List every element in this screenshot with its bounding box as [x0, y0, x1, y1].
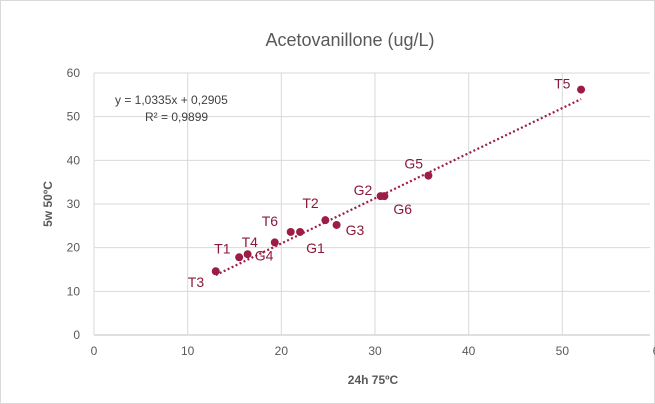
point-label: G5 [404, 156, 423, 172]
point-label: G2 [354, 182, 373, 198]
point-label: T2 [302, 195, 319, 211]
data-point [424, 171, 433, 180]
y-tick-label: 0 [73, 328, 80, 342]
y-tick-label: 50 [67, 110, 81, 124]
point-label: G4 [255, 247, 274, 263]
x-axis-label: 24h 75ºC [348, 373, 399, 387]
data-points [211, 85, 586, 276]
y-tick-label: 20 [67, 241, 81, 255]
data-point [296, 227, 305, 236]
tick-labels: 0 10 20 30 40 50 60 0 10 20 30 40 50 6 [67, 66, 655, 358]
x-tick-label: 10 [181, 344, 195, 358]
grid-lines [93, 72, 650, 336]
point-label: G3 [346, 222, 365, 238]
data-point [577, 85, 586, 94]
data-point [286, 227, 295, 236]
data-point [235, 253, 244, 262]
chart-title: Acetovanillone (ug/L) [265, 30, 434, 50]
y-tick-label: 40 [67, 153, 81, 167]
data-point [211, 267, 220, 276]
point-label: T1 [214, 240, 231, 256]
y-axis-label: 5w 50ºC [41, 181, 55, 227]
data-point [270, 238, 279, 247]
data-point [243, 250, 252, 259]
data-point [321, 216, 330, 225]
x-tick-label: 6 [653, 344, 655, 358]
x-tick-label: 0 [91, 344, 98, 358]
point-label: G6 [393, 201, 412, 217]
y-tick-label: 10 [67, 284, 81, 298]
data-point [380, 192, 389, 201]
point-label: T5 [554, 76, 571, 92]
x-tick-label: 40 [462, 344, 476, 358]
x-tick-label: 50 [556, 344, 570, 358]
x-tick-label: 30 [368, 344, 382, 358]
point-label: G1 [306, 240, 325, 256]
point-label: T4 [242, 234, 259, 250]
point-label: T3 [188, 274, 205, 290]
data-point [332, 220, 341, 229]
trendline-equation: y = 1,0335x + 0,2905 [115, 93, 228, 107]
trendline-r2: R² = 0,9899 [145, 110, 208, 124]
y-tick-label: 60 [67, 66, 81, 80]
x-tick-label: 20 [275, 344, 289, 358]
y-tick-label: 30 [67, 197, 81, 211]
point-label: T6 [262, 213, 279, 229]
